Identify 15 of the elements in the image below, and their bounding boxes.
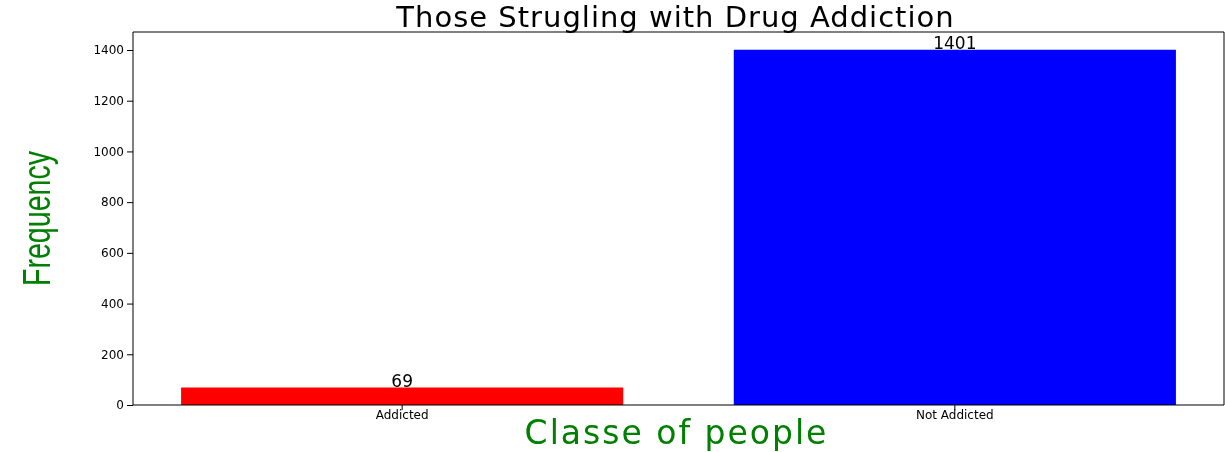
data-label: 1401 [933, 32, 977, 53]
y-tick-label: 400 [101, 296, 124, 311]
chart-title: Those Strugling with Drug Addiction [395, 0, 955, 34]
y-tick-label: 1400 [93, 43, 124, 58]
y-tick-label: 0 [116, 398, 124, 413]
data-label: 69 [391, 370, 413, 391]
y-tick-label: 200 [101, 347, 124, 362]
y-tick-label: 1200 [93, 94, 124, 109]
x-tick-label: Not Addicted [915, 408, 994, 422]
y-axis-title: Frequency [16, 106, 58, 286]
y-tick-label: 800 [101, 195, 124, 210]
y-tick-label: 1000 [93, 144, 124, 159]
y-tick-label: 600 [101, 246, 124, 261]
x-axis-title: Classe of people [524, 413, 829, 452]
x-tick-label: Addicted [375, 408, 429, 422]
